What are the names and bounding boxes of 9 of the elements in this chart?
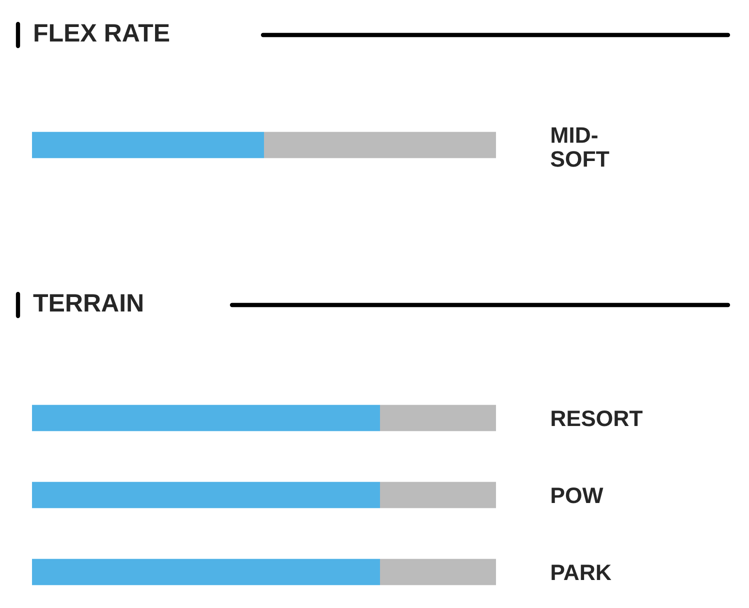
y-tick-label: RESORT [552,410,643,426]
y-tick-label: POW [552,488,604,504]
y-tick-label: PARK [552,564,612,580]
chart-title: FLEX RATE [34,24,170,42]
bar [380,482,496,508]
y-tick-label: MID- SOFT [550,127,610,167]
chart-title: TERRAIN [33,294,142,312]
bar [380,404,496,432]
bar [380,558,496,586]
